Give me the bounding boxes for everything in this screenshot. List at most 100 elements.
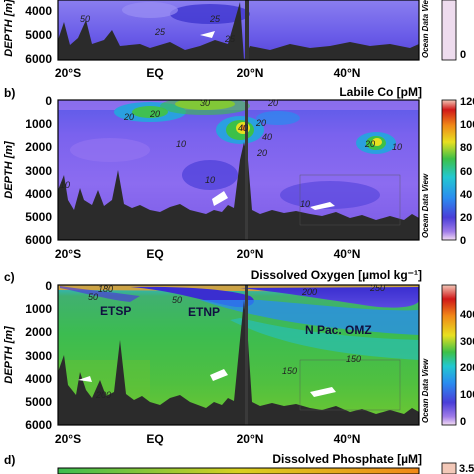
- panel-b-field-patch: [70, 138, 150, 162]
- panel-b-x-tick: 20°S: [55, 247, 81, 261]
- panel-c-plot: [58, 285, 419, 425]
- panel-c-box: [299, 359, 401, 411]
- panel-b-field-patch: [256, 111, 300, 125]
- panel-a-y-tick: 5000: [25, 28, 52, 42]
- panel-b-x-tick: 20°N: [237, 247, 264, 261]
- panel-c-contour-label: 150: [346, 354, 361, 364]
- panel-c-colorbar-tick: 200: [460, 362, 474, 374]
- panel-c-colorbar-tick: 0: [460, 416, 466, 428]
- panel-b-colorbar: [441, 99, 457, 241]
- panel-d-title: Dissolved Phosphate [µM]: [272, 452, 422, 466]
- panel-a-colorbar: [441, 0, 457, 61]
- panel-c-label: c): [4, 270, 15, 284]
- panel-c-colorbar-tick: 400: [460, 309, 474, 321]
- panel-b-y-axis-label: DEPTH [m]: [3, 141, 15, 199]
- panel-b-field-patch: [132, 106, 168, 118]
- panel-a-field-patch: [122, 2, 178, 18]
- panel-b-field-patch: [372, 138, 382, 146]
- panel-b-field-patch: [280, 181, 380, 209]
- panel-c-gap: [210, 369, 228, 381]
- panel-a-contour-label: 25: [209, 14, 221, 24]
- panel-b-contour-label: 20: [123, 112, 134, 122]
- panel-a-x-tick: EQ: [146, 66, 163, 80]
- panel-b-contour-label: 20: [364, 139, 375, 149]
- panel-a: 50 25 25 25 DEPTH [m] 4000 5000 6000 20°…: [3, 0, 466, 80]
- panel-c-contour-label: 50: [172, 295, 182, 305]
- panel-a-frame: [57, 0, 420, 61]
- panel-c: c) Dissolved Oxygen [µmol kg⁻¹] 180 50 5…: [3, 268, 474, 446]
- panel-b-colorbar-tick: 20: [460, 212, 472, 224]
- panel-b-contour-label: 10: [300, 199, 310, 209]
- panel-c-contour-label: 200: [95, 390, 111, 400]
- panel-a-ridge: [245, 0, 249, 60]
- panel-b-colorbar-tick: 60: [460, 166, 472, 178]
- panel-a-field-patch: [170, 4, 250, 24]
- panel-b-contour-label: 10: [392, 142, 402, 152]
- panel-c-field-patch: [200, 300, 419, 335]
- panel-c-x-tick: 40°N: [334, 432, 361, 446]
- panel-b-y-tick: 2000: [25, 140, 52, 154]
- panel-b-x-tick: 40°N: [334, 247, 361, 261]
- panel-b-ridge: [245, 100, 248, 240]
- panel-a-gap: [200, 31, 215, 38]
- panel-b-contour-label: 10: [176, 139, 186, 149]
- panel-c-gap: [310, 387, 336, 397]
- panel-b-contour-label: 30: [200, 98, 210, 108]
- panel-c-colorbar: [441, 284, 457, 426]
- panel-b-seafloor: [58, 142, 419, 240]
- panel-a-credit: Ocean Data View: [421, 0, 430, 58]
- panel-b-contour-label: 20: [255, 118, 266, 128]
- panel-b-colorbar-tick: 0: [460, 235, 466, 247]
- panel-a-contour-label: 25: [224, 34, 236, 44]
- panel-c-y-tick: 6000: [25, 418, 52, 432]
- panel-c-frame: [57, 284, 420, 426]
- panel-b-contour-label: 40: [262, 132, 272, 142]
- panel-c-contour-label: 50: [88, 292, 98, 302]
- panel-a-colorbar-tick: 0: [460, 49, 466, 61]
- panel-b-y-tick: 5000: [25, 210, 52, 224]
- panel-c-x-tick: EQ: [146, 432, 163, 446]
- panel-b-y-tick: 4000: [25, 187, 52, 201]
- panel-c-y-tick: 3000: [25, 349, 52, 363]
- panel-a-contour-label: 50: [80, 14, 90, 24]
- panel-b-field-patch: [182, 160, 238, 190]
- panel-c-y-tick: 1000: [25, 302, 52, 316]
- panel-c-annotation-etnp: ETNP: [188, 305, 220, 319]
- panel-c-contour-label: 180: [98, 284, 113, 294]
- panel-b-credit: Ocean Data View: [421, 173, 430, 238]
- panel-c-contour-label: 150: [282, 366, 297, 376]
- panel-b-frame: [57, 99, 420, 241]
- panel-b-plot: [58, 100, 419, 240]
- panel-a-y-axis-label: DEPTH [m]: [3, 0, 15, 57]
- panel-c-x-tick: 20°S: [55, 432, 81, 446]
- panel-c-y-tick: 0: [45, 279, 52, 293]
- panel-b-colorbar-tick: 40: [460, 189, 472, 201]
- panel-b: b) Labile Co [pM] 30: [3, 85, 474, 261]
- panel-b-colorbar-tick: 120: [460, 96, 474, 108]
- panel-c-field-patch: [230, 318, 419, 360]
- panel-c-field-patch: [240, 287, 419, 308]
- panel-c-gap: [78, 376, 92, 382]
- panel-c-colorbar-tick: 300: [460, 336, 474, 348]
- panel-c-contour-label: 200: [301, 287, 317, 297]
- panel-c-x-tick: 20°N: [237, 432, 264, 446]
- panel-a-y-tick: 6000: [25, 52, 52, 66]
- panel-b-contour-label: 20: [256, 148, 267, 158]
- panel-a-plot: [58, 0, 419, 60]
- panel-d-colorbar-tick: 3.5: [459, 463, 474, 474]
- panel-b-y-tick: 0: [45, 94, 52, 108]
- panel-a-x-tick: 40°N: [334, 66, 361, 80]
- panel-c-annotation-etsp: ETSP: [100, 304, 131, 318]
- panel-b-contour-label: 40: [238, 123, 248, 133]
- panel-b-contour-label: 20: [149, 109, 160, 119]
- panel-c-title: Dissolved Oxygen [µmol kg⁻¹]: [251, 268, 422, 282]
- panel-c-y-tick: 4000: [25, 372, 52, 386]
- panel-d-field: [57, 467, 420, 474]
- panel-c-colorbar-tick: 100: [460, 389, 474, 401]
- panel-c-seafloor: [58, 300, 419, 425]
- panel-c-y-tick: 2000: [25, 325, 52, 339]
- panel-d-label: d): [4, 453, 15, 467]
- panel-c-field-patch: [60, 286, 140, 302]
- panel-a-seafloor: [58, 2, 419, 60]
